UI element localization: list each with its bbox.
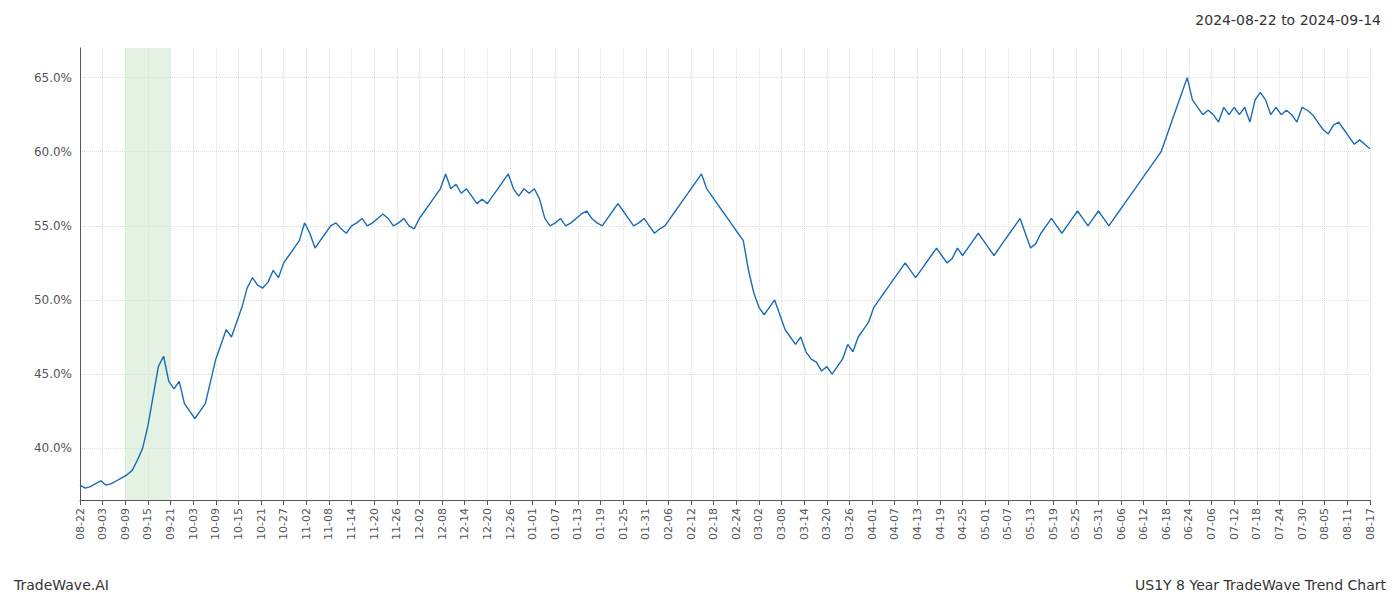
svg-text:01-19: 01-19 — [594, 508, 607, 540]
svg-text:11-26: 11-26 — [390, 508, 403, 540]
svg-text:09-03: 09-03 — [96, 508, 109, 540]
svg-text:10-27: 10-27 — [277, 508, 290, 540]
svg-text:55.0%: 55.0% — [34, 219, 72, 233]
svg-text:03-08: 03-08 — [775, 508, 788, 540]
svg-text:03-20: 03-20 — [820, 508, 833, 540]
svg-text:01-01: 01-01 — [526, 508, 539, 540]
svg-text:01-31: 01-31 — [639, 508, 652, 540]
svg-text:03-14: 03-14 — [798, 508, 811, 540]
svg-text:04-01: 04-01 — [866, 508, 879, 540]
svg-text:11-14: 11-14 — [345, 508, 358, 540]
svg-text:08-05: 08-05 — [1318, 508, 1331, 540]
svg-text:10-03: 10-03 — [187, 508, 200, 540]
svg-text:01-13: 01-13 — [571, 508, 584, 540]
svg-text:US1Y 8 Year TradeWave Trend Ch: US1Y 8 Year TradeWave Trend Chart — [1135, 577, 1386, 593]
svg-text:04-19: 04-19 — [934, 508, 947, 540]
svg-text:11-20: 11-20 — [368, 508, 381, 540]
svg-text:06-18: 06-18 — [1160, 508, 1173, 540]
svg-text:06-06: 06-06 — [1115, 508, 1128, 540]
svg-text:05-01: 05-01 — [979, 508, 992, 540]
svg-text:12-02: 12-02 — [413, 508, 426, 540]
svg-text:08-11: 08-11 — [1341, 508, 1354, 540]
svg-text:05-07: 05-07 — [1001, 508, 1014, 540]
svg-text:12-20: 12-20 — [481, 508, 494, 540]
svg-text:09-15: 09-15 — [141, 508, 154, 540]
svg-text:09-21: 09-21 — [164, 508, 177, 540]
svg-text:45.0%: 45.0% — [34, 367, 72, 381]
svg-text:05-13: 05-13 — [1024, 508, 1037, 540]
svg-text:07-18: 07-18 — [1250, 508, 1263, 540]
svg-text:02-06: 02-06 — [662, 508, 675, 540]
svg-text:12-14: 12-14 — [458, 508, 471, 540]
svg-text:10-21: 10-21 — [255, 508, 268, 540]
svg-text:12-26: 12-26 — [504, 508, 517, 540]
svg-text:04-13: 04-13 — [911, 508, 924, 540]
svg-text:10-15: 10-15 — [232, 508, 245, 540]
svg-text:02-24: 02-24 — [730, 508, 743, 540]
svg-text:11-08: 11-08 — [322, 508, 335, 540]
svg-text:65.0%: 65.0% — [34, 71, 72, 85]
svg-text:12-08: 12-08 — [436, 508, 449, 540]
svg-text:07-06: 07-06 — [1205, 508, 1218, 540]
svg-text:TradeWave.AI: TradeWave.AI — [13, 577, 109, 593]
svg-text:05-31: 05-31 — [1092, 508, 1105, 540]
svg-text:03-26: 03-26 — [843, 508, 856, 540]
svg-text:07-12: 07-12 — [1228, 508, 1241, 540]
svg-text:04-25: 04-25 — [956, 508, 969, 540]
svg-text:08-17: 08-17 — [1364, 508, 1377, 540]
svg-text:07-30: 07-30 — [1296, 508, 1309, 540]
svg-text:01-07: 01-07 — [549, 508, 562, 540]
svg-text:06-24: 06-24 — [1182, 508, 1195, 540]
svg-text:07-24: 07-24 — [1273, 508, 1286, 540]
svg-text:02-18: 02-18 — [707, 508, 720, 540]
svg-text:04-07: 04-07 — [888, 508, 901, 540]
svg-text:60.0%: 60.0% — [34, 145, 72, 159]
svg-text:06-12: 06-12 — [1137, 508, 1150, 540]
svg-text:08-22: 08-22 — [74, 508, 87, 540]
svg-text:11-02: 11-02 — [300, 508, 313, 540]
svg-text:50.0%: 50.0% — [34, 293, 72, 307]
svg-text:2024-08-22 to 2024-09-14: 2024-08-22 to 2024-09-14 — [1195, 12, 1381, 28]
svg-text:01-25: 01-25 — [617, 508, 630, 540]
svg-text:09-09: 09-09 — [119, 508, 132, 540]
svg-text:05-25: 05-25 — [1069, 508, 1082, 540]
svg-text:05-19: 05-19 — [1047, 508, 1060, 540]
svg-text:03-02: 03-02 — [752, 508, 765, 540]
svg-text:40.0%: 40.0% — [34, 441, 72, 455]
svg-text:10-09: 10-09 — [209, 508, 222, 540]
svg-text:02-12: 02-12 — [685, 508, 698, 540]
